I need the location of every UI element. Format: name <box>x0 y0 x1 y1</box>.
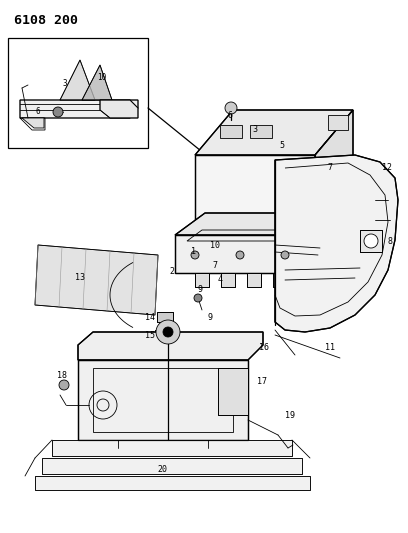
Polygon shape <box>299 273 313 287</box>
Text: 16: 16 <box>259 343 269 352</box>
Polygon shape <box>195 155 315 230</box>
Text: 9: 9 <box>197 286 202 295</box>
Polygon shape <box>195 110 353 155</box>
Polygon shape <box>42 458 302 474</box>
Circle shape <box>281 251 289 259</box>
Text: 1: 1 <box>191 247 195 256</box>
Text: 9: 9 <box>208 313 213 322</box>
Polygon shape <box>155 348 175 354</box>
Text: 2: 2 <box>169 268 175 277</box>
Circle shape <box>236 251 244 259</box>
Polygon shape <box>157 312 173 322</box>
Text: 20: 20 <box>157 465 167 474</box>
Polygon shape <box>22 118 44 128</box>
Text: 12: 12 <box>382 164 392 173</box>
Circle shape <box>59 380 69 390</box>
Polygon shape <box>155 330 175 336</box>
Circle shape <box>225 102 237 114</box>
Circle shape <box>53 107 63 117</box>
Polygon shape <box>221 273 235 287</box>
Text: 15: 15 <box>145 332 155 341</box>
Text: 7: 7 <box>213 262 217 271</box>
Polygon shape <box>20 100 138 118</box>
Polygon shape <box>328 115 348 130</box>
Polygon shape <box>360 230 382 252</box>
Polygon shape <box>247 273 261 287</box>
Text: 11: 11 <box>325 343 335 352</box>
Polygon shape <box>220 125 242 138</box>
Polygon shape <box>60 60 95 100</box>
Text: 5: 5 <box>279 141 284 149</box>
Text: 17: 17 <box>257 377 267 386</box>
Text: 8: 8 <box>388 238 392 246</box>
Text: 7: 7 <box>328 164 333 173</box>
Text: 13: 13 <box>75 273 85 282</box>
Circle shape <box>191 251 199 259</box>
Polygon shape <box>218 368 248 415</box>
Polygon shape <box>78 332 263 360</box>
Polygon shape <box>273 273 287 287</box>
Circle shape <box>156 320 180 344</box>
Text: 14: 14 <box>145 313 155 322</box>
Polygon shape <box>82 65 112 100</box>
Circle shape <box>364 234 378 248</box>
Polygon shape <box>175 213 355 235</box>
Text: 10: 10 <box>210 240 220 249</box>
Text: 4: 4 <box>217 276 222 285</box>
Polygon shape <box>315 110 353 230</box>
Polygon shape <box>275 155 398 332</box>
Polygon shape <box>78 360 248 440</box>
Text: 6: 6 <box>35 108 40 117</box>
Polygon shape <box>52 440 292 456</box>
Text: 18: 18 <box>57 370 67 379</box>
Polygon shape <box>157 330 173 340</box>
Polygon shape <box>195 273 209 287</box>
Polygon shape <box>175 235 325 273</box>
Polygon shape <box>250 125 272 138</box>
Text: 6108 200: 6108 200 <box>14 14 78 27</box>
Text: 3: 3 <box>63 78 67 87</box>
Circle shape <box>194 294 202 302</box>
Polygon shape <box>325 213 355 273</box>
Text: 19: 19 <box>285 410 295 419</box>
Polygon shape <box>35 245 158 315</box>
Circle shape <box>163 327 173 337</box>
Text: 10: 10 <box>98 74 106 83</box>
Text: 6: 6 <box>228 110 233 119</box>
Polygon shape <box>100 100 138 118</box>
Polygon shape <box>35 476 310 490</box>
Text: 3: 3 <box>253 125 257 134</box>
